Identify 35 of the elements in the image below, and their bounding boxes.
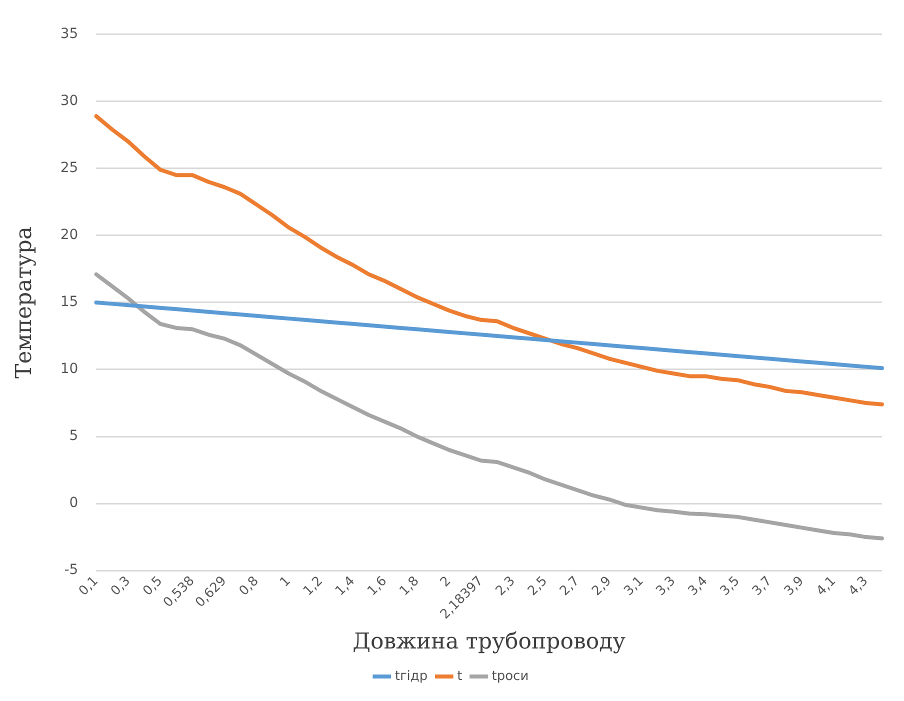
x-tick-label: 4,1	[814, 574, 840, 599]
x-tick-label: 2,3	[493, 574, 518, 599]
y-tick-label: 15	[60, 294, 78, 310]
y-tick-label: 25	[60, 160, 78, 176]
x-tick-label: 1,6	[364, 574, 390, 599]
x-tick-label: 3,9	[782, 574, 808, 599]
legend-label: t	[457, 668, 462, 684]
x-tick-label: 0,5	[140, 574, 166, 599]
y-tick-label: 30	[60, 93, 78, 110]
y-tick-label: 0	[69, 495, 78, 512]
x-tick-label: 0,8	[236, 574, 262, 599]
y-tick-label: -5	[64, 562, 78, 578]
x-tick-label: 4,3	[846, 574, 872, 599]
x-tick-label: 2,5	[525, 574, 550, 599]
x-tick-label: 3,4	[686, 574, 711, 599]
x-tick-label: 3,3	[653, 574, 679, 599]
x-axis-title: Довжина трубопроводу	[352, 630, 626, 655]
x-tick-label: 0,1	[76, 574, 102, 599]
x-tick-label: 1,2	[300, 574, 326, 599]
x-tick-label: 3,1	[621, 574, 647, 599]
y-tick-label: 5	[69, 428, 78, 444]
y-tick-label: 20	[60, 227, 78, 244]
x-tick-label: 1,4	[332, 574, 358, 599]
x-tick-label: 2,7	[557, 574, 583, 599]
x-tick-label: 1,8	[396, 574, 422, 599]
legend-label: tроси	[492, 668, 529, 684]
legend-label: tгідр	[394, 668, 428, 684]
y-tick-label: 10	[60, 361, 78, 378]
x-tick-label: 2,9	[589, 574, 615, 599]
x-tick-label: 3,7	[750, 574, 775, 599]
y-axis-title: Температура	[12, 226, 37, 378]
x-tick-label: 3,5	[718, 574, 743, 599]
y-tick-label: 35	[60, 26, 78, 42]
x-tick-label: 1	[277, 574, 294, 590]
x-tick-label: 0,3	[108, 574, 134, 599]
